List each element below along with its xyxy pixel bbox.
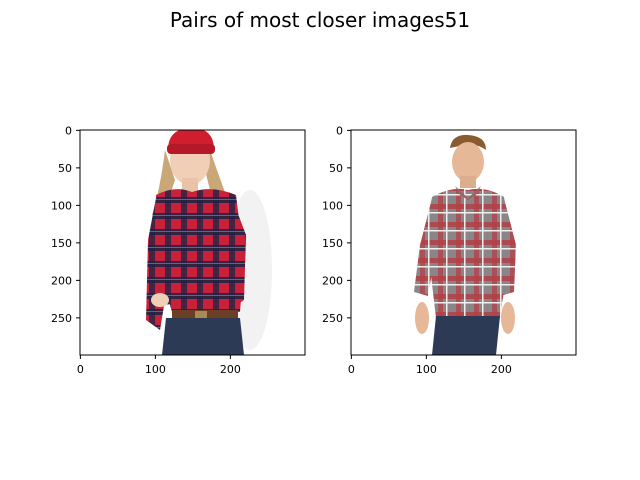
left-image-panel: 0 100 200 0 50 100 150 200 250 <box>51 124 306 376</box>
y-tick-label: 50 <box>329 162 343 175</box>
man-shirt <box>428 188 510 318</box>
y-tick-label: 50 <box>58 162 72 175</box>
y-tick-label: 0 <box>65 124 72 137</box>
x-tick-label: 0 <box>348 363 355 376</box>
left-photo <box>146 130 272 355</box>
right-photo <box>414 134 516 355</box>
figure-title: Pairs of most closer images51 <box>169 8 471 32</box>
x-tick-label: 100 <box>145 363 166 376</box>
woman-jeans <box>162 318 244 355</box>
man-face <box>452 142 484 182</box>
y-tick-label: 100 <box>322 199 343 212</box>
y-tick-label: 250 <box>322 312 343 325</box>
y-tick-label: 200 <box>322 274 343 287</box>
y-tick-label: 250 <box>51 312 72 325</box>
y-tick-label: 200 <box>51 274 72 287</box>
y-tick-label: 150 <box>322 237 343 250</box>
y-tick-label: 150 <box>51 237 72 250</box>
y-tick-label: 100 <box>51 199 72 212</box>
x-tick-label: 100 <box>416 363 437 376</box>
x-tick-label: 200 <box>220 363 241 376</box>
woman-shirt <box>156 189 244 312</box>
man-jeans <box>432 316 500 355</box>
y-tick-label: 0 <box>336 124 343 137</box>
x-tick-label: 0 <box>77 363 84 376</box>
right-image-panel: 0 100 200 0 50 100 150 200 250 <box>322 124 577 376</box>
x-tick-label: 200 <box>491 363 512 376</box>
